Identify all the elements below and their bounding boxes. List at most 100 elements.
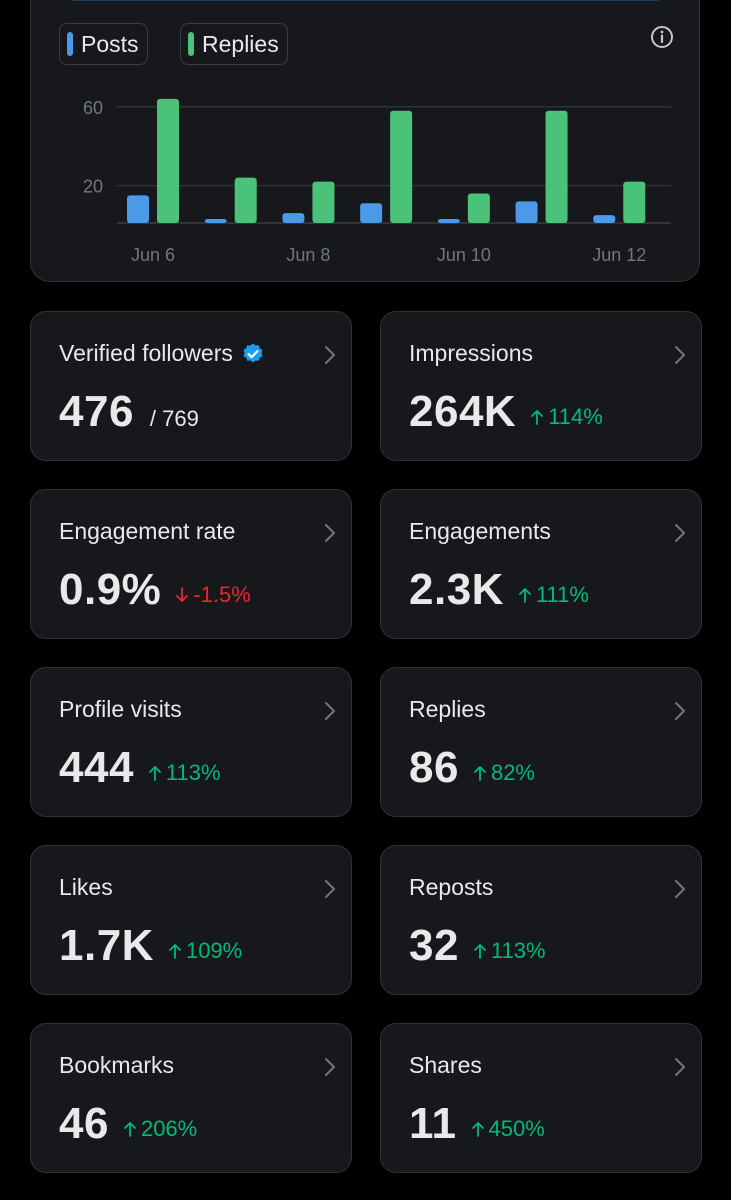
card-value: 86: [409, 743, 459, 792]
card-delta-text: 114%: [548, 404, 603, 429]
card-bookmarks[interactable]: Bookmarks 46 206%: [30, 1023, 352, 1173]
bar-replies: [157, 98, 179, 223]
bar-replies: [390, 110, 413, 223]
bar-posts: [204, 219, 227, 223]
card-value-row: 86 82%: [409, 743, 535, 793]
card-title-text: Reposts: [409, 874, 494, 900]
card-title: Engagements: [409, 518, 551, 545]
card-title-text: Profile visits: [59, 696, 182, 722]
card-delta-text: -1.5%: [193, 582, 251, 607]
card-likes[interactable]: Likes 1.7K 109%: [30, 845, 352, 995]
card-shares[interactable]: Shares 11 450%: [380, 1023, 702, 1173]
card-title-text: Shares: [409, 1052, 482, 1078]
card-title-text: Impressions: [409, 340, 533, 366]
scroll-edge-line: [71, 0, 659, 1]
card-title-text: Replies: [409, 696, 486, 722]
arrow-up-icon: [531, 410, 544, 425]
card-value-row: 444 113%: [59, 743, 221, 793]
card-verified-followers[interactable]: Verified followers 476 / 769: [30, 311, 352, 461]
y-tick-label: 60: [83, 98, 103, 118]
card-engagements[interactable]: Engagements 2.3K 111%: [380, 489, 702, 639]
card-value: 0.9%: [59, 565, 162, 614]
card-title-text: Verified followers: [59, 340, 233, 366]
card-value-row: 2.3K 111%: [409, 565, 589, 615]
card-engagement-rate[interactable]: Engagement rate 0.9% -1.5%: [30, 489, 352, 639]
arrow-down-icon: [176, 587, 189, 602]
card-title-text: Likes: [59, 874, 113, 900]
card-title: Impressions: [409, 340, 533, 367]
card-title: Replies: [409, 696, 486, 723]
x-tick-label: Jun 10: [437, 245, 491, 265]
legend-label-replies: Replies: [202, 30, 279, 57]
card-reposts[interactable]: Reposts 32 113%: [380, 845, 702, 995]
bar-posts: [360, 203, 383, 223]
bar-replies: [623, 181, 646, 223]
bar-replies: [234, 177, 257, 223]
arrow-up-icon: [124, 1122, 136, 1137]
bar-posts: [593, 215, 616, 223]
card-delta: 113%: [148, 760, 221, 786]
x-tick-label: Jun 8: [286, 245, 330, 265]
card-delta: -1.5%: [175, 582, 251, 608]
card-title-text: Engagement rate: [59, 518, 236, 544]
bar-chart: 60 20 Jun 6 Jun 8 Jun 10 Jun 12: [83, 98, 671, 265]
card-delta-text: 109%: [185, 938, 243, 963]
card-value: 1.7K: [59, 921, 154, 970]
card-profile-visits[interactable]: Profile visits 444 113%: [30, 667, 352, 817]
chevron-right-icon: [675, 524, 685, 542]
card-value-row: 1.7K 109%: [59, 921, 242, 971]
chevron-right-icon: [675, 702, 685, 720]
chevron-right-icon: [675, 346, 685, 364]
verified-badge-icon: [243, 343, 263, 362]
card-delta-text: 450%: [488, 1116, 545, 1141]
card-title-text: Bookmarks: [59, 1052, 175, 1078]
card-total: / 769: [149, 406, 199, 431]
arrow-up-icon: [169, 944, 181, 959]
card-value: 264K: [409, 387, 517, 436]
card-title: Shares: [409, 1052, 482, 1079]
card-value-row: 0.9% -1.5%: [59, 565, 251, 615]
card-delta: 113%: [473, 938, 546, 964]
bar-posts: [437, 219, 460, 223]
arrow-up-icon: [149, 766, 161, 781]
bar-posts: [515, 201, 538, 223]
chevron-right-icon: [675, 1058, 685, 1076]
card-title: Likes: [59, 874, 113, 901]
card-title: Bookmarks: [59, 1052, 174, 1079]
card-title: Engagement rate: [59, 518, 235, 545]
info-icon[interactable]: [649, 24, 675, 50]
bar-replies: [545, 110, 568, 223]
arrow-up-icon: [519, 588, 531, 603]
chevron-right-icon: [675, 880, 685, 898]
bar-replies: [312, 181, 335, 223]
card-delta: 450%: [471, 1116, 545, 1142]
card-value: 32: [409, 921, 459, 970]
card-delta-text: 111%: [535, 582, 589, 607]
arrow-up-icon: [474, 766, 486, 781]
card-delta: 111%: [518, 582, 589, 608]
card-replies[interactable]: Replies 86 82%: [380, 667, 702, 817]
card-impressions[interactable]: Impressions 264K 114%: [380, 311, 702, 461]
card-value: 2.3K: [409, 565, 504, 614]
card-value-row: 476 / 769: [59, 387, 199, 437]
card-value: 476: [59, 387, 134, 436]
y-tick-label: 20: [83, 177, 103, 197]
arrow-up-icon: [474, 944, 486, 959]
legend-label-posts: Posts: [81, 30, 139, 57]
card-value-row: 264K 114%: [409, 387, 603, 437]
legend-chip-posts[interactable]: Posts: [59, 23, 148, 65]
legend-chip-replies[interactable]: Replies: [180, 23, 288, 65]
arrow-up-icon: [471, 1122, 484, 1137]
card-delta: 82%: [473, 760, 535, 786]
card-delta-text: 82%: [490, 760, 535, 785]
card-delta-text: 113%: [490, 938, 546, 963]
posts-swatch: [67, 32, 73, 56]
card-title-text: Engagements: [409, 518, 551, 544]
bar-posts: [127, 195, 149, 223]
activity-chart-card: Posts Replies 60 20 Jun 6 Jun 8 Jun 10 Jun 12: [30, 0, 700, 282]
card-value-row: 46 206%: [59, 1099, 197, 1149]
card-value: 46: [59, 1099, 109, 1148]
card-delta-text: 206%: [140, 1116, 198, 1141]
card-title: Profile visits: [59, 696, 182, 723]
card-value: 444: [59, 743, 134, 792]
